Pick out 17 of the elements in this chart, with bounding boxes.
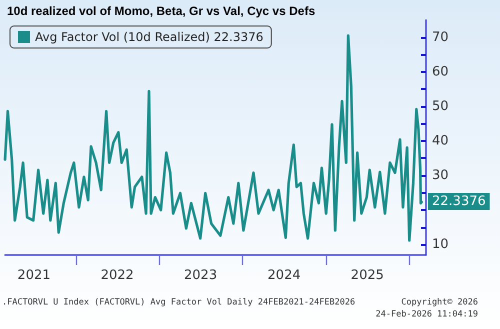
text: .FACTORVL U Index (FACTORVL) Avg Factor Vol Daily 24FEB2021-24FEB2026 xyxy=(2,298,356,308)
x-tick-label: 2023 xyxy=(184,268,218,283)
y-tick-label: 60 xyxy=(432,64,449,80)
y-tick-label: 50 xyxy=(432,98,449,114)
y-tick-label: 30 xyxy=(432,168,449,184)
chart-title: 10d realized vol of Momo, Beta, Gr vs Val, Cyc vs Defs xyxy=(7,4,316,18)
y-tick-label: 40 xyxy=(432,133,449,148)
annotation: 22.3376 xyxy=(432,194,486,209)
text: 24-Feb-2026 11:04:19 xyxy=(376,310,478,320)
x-tick-label: 2024 xyxy=(268,268,301,283)
x-tick-label: 2022 xyxy=(100,268,134,283)
x-tick-label: 2021 xyxy=(17,268,51,283)
y-tick-label: 10 xyxy=(432,237,449,252)
text: Copyright© 2026 xyxy=(401,298,478,308)
legend-label: Avg Factor Vol (10d Realized) 22.3376 xyxy=(35,30,264,44)
x-tick-label: 2025 xyxy=(350,268,384,283)
y-tick-label: 70 xyxy=(432,30,449,45)
